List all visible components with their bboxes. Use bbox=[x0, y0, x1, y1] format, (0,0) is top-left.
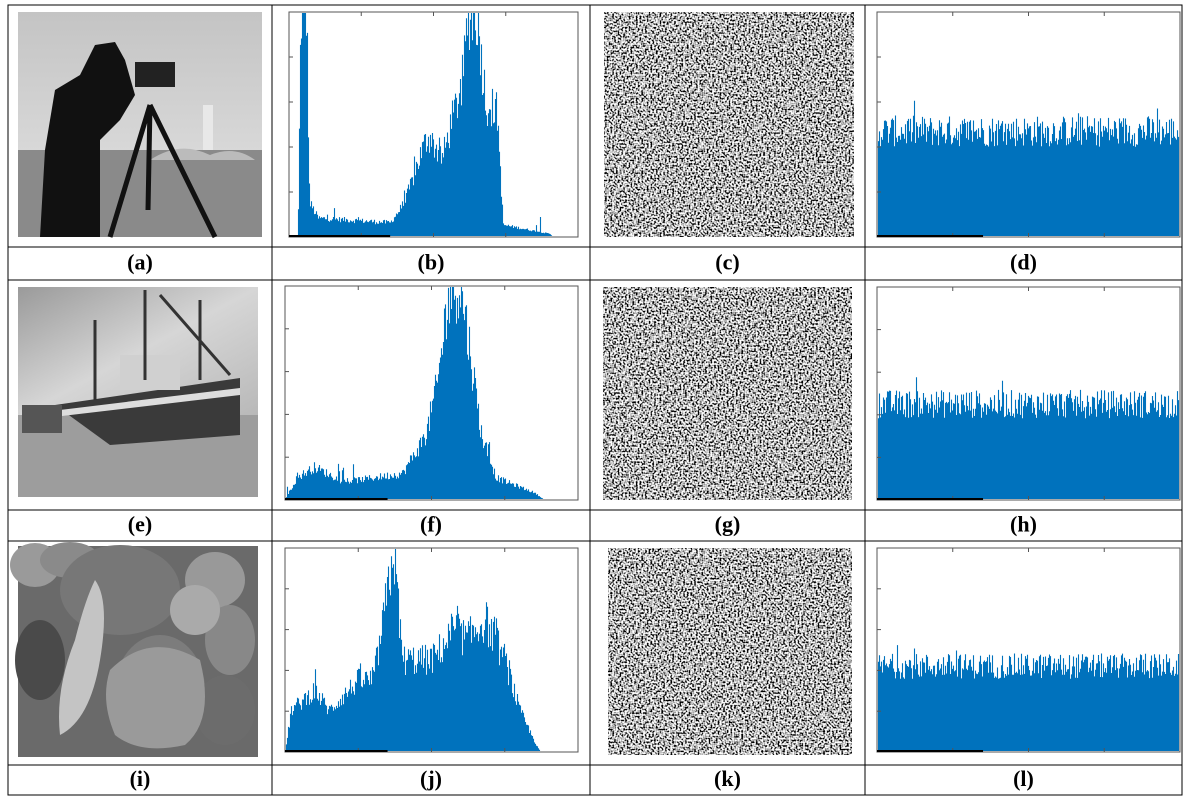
label-cell bbox=[864, 764, 1183, 796]
tower bbox=[203, 105, 213, 150]
histogram-bars bbox=[297, 13, 553, 236]
histogram-bars bbox=[877, 100, 1180, 236]
small-boat bbox=[22, 405, 62, 433]
panel-label: (l) bbox=[1013, 766, 1034, 791]
pepper bbox=[195, 675, 255, 745]
pepper bbox=[205, 605, 255, 675]
masts bbox=[93, 290, 232, 400]
hull-stripe bbox=[60, 388, 240, 416]
table-grid bbox=[7, 4, 1183, 796]
histogram-bars bbox=[285, 549, 541, 751]
panel-label: (a) bbox=[127, 250, 153, 275]
camera bbox=[135, 62, 175, 87]
histogram-bars bbox=[877, 377, 1180, 499]
panel-label: (h) bbox=[1010, 512, 1037, 537]
panel-label: (i) bbox=[130, 766, 151, 791]
pepper bbox=[60, 545, 180, 635]
pepper bbox=[15, 620, 65, 700]
pepper bbox=[170, 585, 220, 635]
panel-label: (e) bbox=[128, 512, 152, 537]
encrypted-image bbox=[608, 548, 852, 755]
person bbox=[40, 42, 135, 237]
panels: (a) (b) (c) (d) (e) (f) (g) (h) (i) (j) (k) (l) bbox=[10, 11, 1181, 791]
panel-label: (d) bbox=[1010, 250, 1037, 275]
boat-image bbox=[18, 287, 258, 497]
panel-label: (f) bbox=[420, 512, 442, 537]
cabin bbox=[120, 355, 180, 390]
long-pepper bbox=[59, 580, 104, 735]
encrypted-image bbox=[603, 287, 852, 500]
peppers-image bbox=[10, 542, 258, 757]
cameraman-image bbox=[18, 12, 262, 239]
panel-label: (c) bbox=[715, 250, 739, 275]
bell-pepper bbox=[106, 647, 205, 749]
encrypted-image bbox=[604, 12, 854, 237]
panel-label: (j) bbox=[420, 766, 442, 791]
panel-label: (k) bbox=[714, 766, 741, 791]
tripod bbox=[107, 103, 218, 239]
panel-label: (b) bbox=[418, 250, 445, 275]
panel-label: (g) bbox=[715, 512, 741, 537]
histogram-bars bbox=[877, 645, 1180, 751]
